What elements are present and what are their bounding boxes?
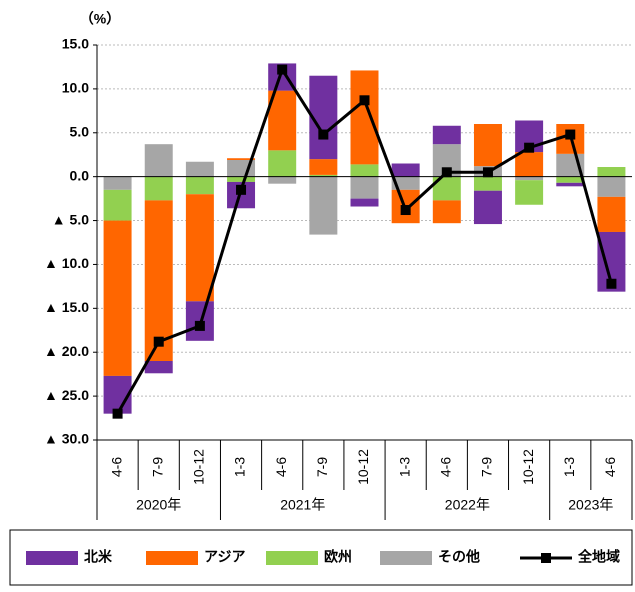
bar [144, 144, 173, 177]
bar [473, 124, 502, 167]
bar [597, 196, 626, 232]
line-marker [606, 278, 617, 289]
line-marker [359, 95, 370, 106]
bar [144, 200, 173, 361]
bar [185, 161, 214, 177]
legend-swatch [541, 553, 551, 563]
bar [556, 176, 585, 183]
bar [473, 176, 502, 191]
bar [309, 176, 338, 235]
bar [350, 164, 379, 177]
x-tick-label: 4-6 [108, 457, 124, 477]
legend-swatch [266, 551, 318, 565]
bar [432, 200, 461, 224]
y-tick-label: 10.0 [62, 80, 89, 96]
bar [556, 182, 585, 187]
x-tick-label: 10-12 [520, 449, 536, 485]
y-axis-label: （%） [80, 11, 120, 27]
line-marker [565, 129, 576, 140]
y-tick-label: ▲ 25.0 [44, 387, 89, 403]
y-tick-label: ▲ 30.0 [44, 431, 89, 447]
legend-label: アジア [204, 549, 245, 565]
x-tick-label: 4-6 [438, 457, 454, 477]
legend-swatch [146, 551, 198, 565]
line-marker [524, 142, 535, 153]
bar [309, 159, 338, 175]
line-marker [277, 64, 288, 75]
y-tick-label: ▲ 20.0 [44, 343, 89, 359]
y-tick-label: ▲ 10.0 [44, 255, 89, 271]
bar [597, 167, 626, 177]
bar [515, 176, 544, 181]
legend-swatch [380, 551, 432, 565]
x-tick-label: 1-3 [561, 457, 577, 477]
x-tick-label: 10-12 [191, 449, 207, 485]
x-tick-label: 1-3 [232, 457, 248, 477]
bar [432, 176, 461, 201]
x-tick-label: 7-9 [314, 457, 330, 477]
bar [350, 176, 379, 199]
bar [103, 220, 132, 376]
x-tick-label: 10-12 [355, 449, 371, 485]
bar [227, 158, 256, 160]
bar [391, 176, 420, 190]
group-label: 2021年 [280, 497, 325, 513]
group-label: 2020年 [136, 497, 181, 513]
bar [185, 176, 214, 195]
x-tick-label: 4-6 [273, 457, 289, 477]
legend-label: 全地域 [577, 549, 620, 565]
y-tick-label: 0.0 [70, 167, 90, 183]
line-marker [153, 336, 164, 347]
bar [391, 163, 420, 177]
legend-label: 北米 [84, 549, 113, 565]
bar [432, 125, 461, 145]
bar [473, 190, 502, 225]
x-tick-label: 7-9 [479, 457, 495, 477]
bar [350, 198, 379, 207]
group-label: 2023年 [568, 497, 613, 513]
line-marker [441, 167, 452, 178]
line-marker [482, 167, 493, 178]
bar [185, 194, 214, 302]
y-tick-label: 5.0 [70, 123, 90, 139]
x-tick-label: 4-6 [602, 457, 618, 477]
legend-label: 欧州 [324, 549, 352, 565]
y-tick-label: ▲ 5.0 [52, 211, 89, 227]
bar [515, 180, 544, 205]
bar [144, 176, 173, 201]
bar [515, 152, 544, 177]
line-marker [318, 129, 329, 140]
legend-box [9, 529, 633, 586]
line-marker [112, 408, 123, 419]
line-marker [194, 320, 205, 331]
bar [309, 174, 338, 177]
bar [103, 189, 132, 221]
bar [144, 361, 173, 374]
legend-label: その他 [438, 549, 480, 565]
x-tick-label: 7-9 [149, 457, 165, 477]
x-tick-label: 1-3 [396, 457, 412, 477]
bar [227, 176, 256, 182]
legend-swatch [26, 551, 78, 565]
bar [268, 176, 297, 184]
line-marker [400, 205, 411, 216]
bar [103, 176, 132, 190]
group-label: 2022年 [445, 497, 490, 513]
bar [268, 150, 297, 177]
bar [597, 176, 626, 197]
y-tick-label: 15.0 [62, 36, 89, 52]
line-marker [236, 184, 247, 195]
bar [350, 70, 379, 165]
y-tick-label: ▲ 15.0 [44, 299, 89, 315]
